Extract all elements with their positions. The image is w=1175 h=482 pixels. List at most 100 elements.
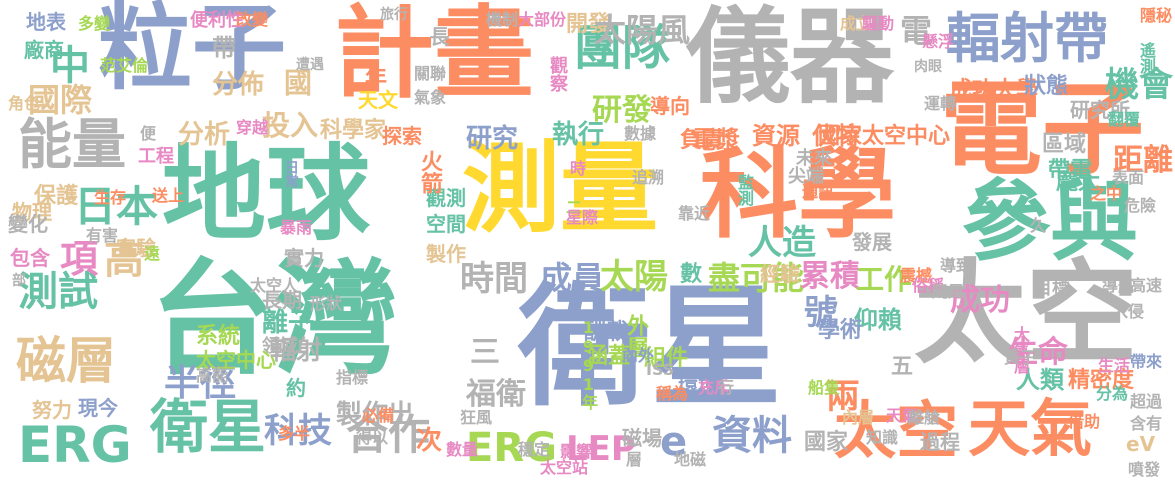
cloud-word: 工作 — [856, 263, 913, 296]
cloud-word: 項 — [60, 237, 99, 281]
cloud-word: 資料 — [712, 413, 792, 459]
cloud-word: 多半 — [278, 424, 311, 443]
cloud-word: 製作 — [426, 242, 466, 266]
cloud-word: 導致 — [940, 256, 973, 275]
cloud-word: 追溯 — [632, 168, 665, 187]
cloud-word: 次 — [416, 426, 443, 456]
cloud-word: 隱秘 — [1140, 6, 1173, 25]
cloud-word: 便 — [140, 124, 157, 143]
cloud-word: 旅行 — [380, 7, 408, 23]
cloud-word: 系統 — [196, 324, 241, 349]
cloud-word: 天文 — [358, 88, 398, 112]
cloud-word: 實驗 — [116, 236, 156, 260]
cloud-word: 尖端 — [788, 166, 824, 187]
cloud-word: 含有 — [1130, 414, 1163, 433]
cloud-word: 翻覆 — [1108, 110, 1141, 129]
cloud-word: 懸浮 — [922, 32, 955, 51]
cloud-word: ISS — [646, 360, 675, 379]
cloud-word: 地球 — [162, 133, 371, 255]
cloud-word: 天氣 — [886, 406, 919, 425]
cloud-word: 二 — [566, 198, 583, 217]
cloud-word: 多變 — [78, 14, 111, 33]
cloud-word: 領域 — [262, 336, 298, 357]
cloud-word: 環境 — [678, 372, 718, 396]
cloud-word: 變化 — [8, 212, 48, 236]
cloud-word: 機會 — [1105, 65, 1173, 105]
cloud-word: 充斥 — [698, 378, 731, 397]
cloud-word: 距離 — [1113, 143, 1173, 178]
cloud-word: 太空人 — [250, 276, 299, 295]
cloud-word: 人造 — [748, 223, 816, 263]
cloud-word: 過程 — [920, 430, 960, 454]
cloud-word: 數量 — [446, 440, 479, 459]
cloud-word: 必備 — [362, 406, 395, 425]
cloud-word: 國家太空中心 — [818, 124, 951, 149]
cloud-word: 外層 — [623, 314, 648, 358]
cloud-word: 質子 — [1004, 348, 1037, 367]
cloud-word: 測試 — [18, 269, 98, 315]
cloud-word: 數 — [680, 262, 703, 287]
cloud-word: 太空中心 — [196, 348, 276, 372]
cloud-word: 約 — [286, 376, 306, 400]
cloud-word: 太空站 — [540, 458, 589, 477]
cloud-word: 知識 — [866, 428, 899, 447]
cloud-word: 內層 — [842, 408, 875, 427]
cloud-word: 通訊 — [802, 182, 835, 201]
cloud-word: 年 — [361, 66, 386, 88]
cloud-word: 久 — [1030, 216, 1047, 235]
cloud-word: 觀測 — [426, 186, 466, 210]
cloud-word: e — [660, 419, 688, 465]
cloud-word: 電 — [895, 14, 933, 46]
cloud-word: 太陽風 — [594, 11, 691, 49]
cloud-word: 輻射 — [270, 336, 323, 366]
cloud-word: 空間 — [426, 212, 466, 236]
cloud-word: 研究 — [466, 124, 519, 154]
cloud-word: 盡可能 — [708, 259, 805, 297]
cloud-word: 科技 — [264, 411, 332, 451]
cloud-word: 衛星 — [150, 393, 267, 461]
cloud-word: 時 — [567, 160, 586, 176]
cloud-word: 送上 — [152, 186, 185, 205]
cloud-word: 入侵 — [1112, 302, 1145, 321]
cloud-word: 科學 — [700, 138, 897, 252]
cloud-word: 靠近 — [678, 204, 711, 223]
cloud-word: 離艙 — [908, 408, 941, 427]
cloud-word: 驅動 — [862, 14, 895, 33]
cloud-word: 遭遇 — [296, 57, 324, 73]
cloud-word: 導航 — [1102, 276, 1135, 295]
cloud-word: 帶來 — [1130, 352, 1163, 371]
cloud-word: 能量 — [18, 113, 126, 176]
cloud-word: 半徑 — [164, 363, 237, 404]
cloud-word: 號 — [804, 293, 838, 333]
cloud-word: 廠商 — [24, 38, 64, 62]
cloud-word: 區域 — [1042, 132, 1087, 157]
cloud-word: 國家 — [804, 430, 849, 455]
cloud-word: 運轉 — [924, 94, 957, 113]
cloud-word: 開發 — [566, 12, 611, 37]
cloud-word: 分為 — [1096, 384, 1129, 403]
cloud-word: 天氣 — [968, 392, 1093, 465]
cloud-word: 成立 — [840, 14, 873, 33]
cloud-word: 帶電 — [1048, 158, 1093, 183]
cloud-word: 國 — [280, 68, 313, 96]
cloud-word: 發展 — [852, 230, 892, 254]
cloud-word: 分析 — [178, 120, 231, 150]
cloud-word: 中 — [43, 44, 89, 84]
cloud-word: 成功 — [950, 283, 1010, 318]
cloud-word: 努力 — [32, 398, 72, 422]
cloud-word: 經驗 — [760, 262, 800, 286]
cloud-word: 內外 — [622, 346, 655, 365]
cloud-word: 執行 — [552, 120, 605, 150]
cloud-word: 生存 — [94, 188, 127, 207]
cloud-word: 磁層 — [16, 332, 116, 390]
cloud-word: 實力 — [284, 246, 324, 270]
cloud-word: 超過 — [1130, 392, 1163, 411]
cloud-word: 仰賴 — [854, 306, 902, 334]
cloud-word: 台灣 — [150, 248, 399, 392]
cloud-word: 俗稱 — [912, 276, 945, 295]
cloud-word: 儀器 — [686, 0, 895, 118]
cloud-word: 層 — [626, 450, 643, 469]
cloud-word: 學術 — [818, 318, 863, 343]
cloud-word: 粒子 — [98, 0, 287, 103]
cloud-word: 三 — [470, 335, 500, 370]
